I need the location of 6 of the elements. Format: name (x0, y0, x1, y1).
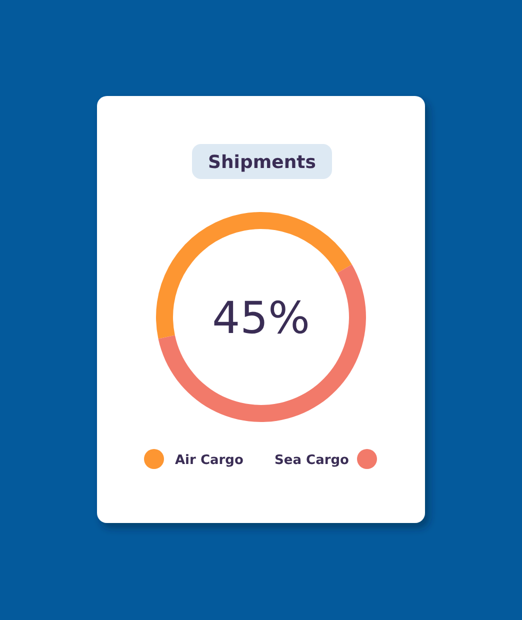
donut-slice (156, 212, 352, 339)
text: 45% (212, 293, 310, 344)
donut-slice (158, 264, 366, 422)
slice-label: Sea Cargo (274, 453, 350, 468)
chart-title: Shipments (208, 152, 316, 173)
legend-label: Air Cargo (175, 453, 244, 468)
